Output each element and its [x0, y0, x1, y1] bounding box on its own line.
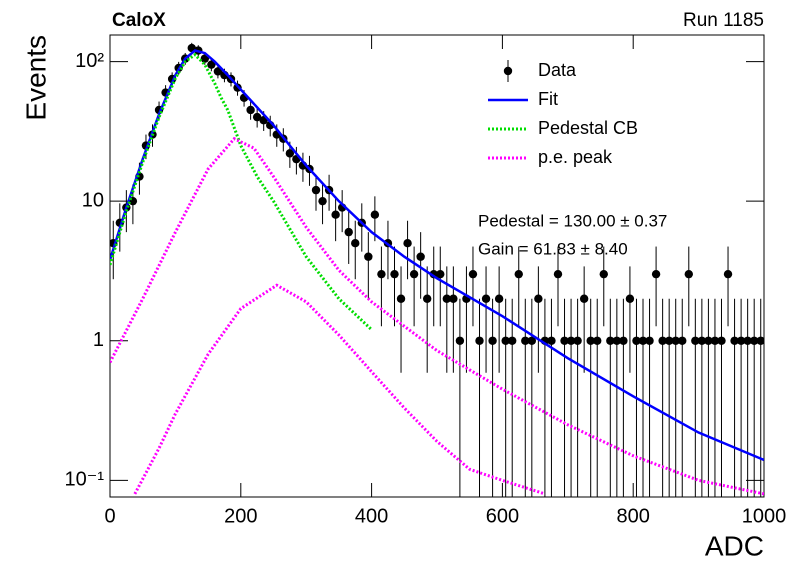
x-tick-label: 200 [224, 505, 257, 527]
data-point [534, 294, 543, 303]
data-point [318, 196, 327, 206]
data-point [364, 252, 373, 261]
annotation: Pedestal = 130.00 ± 0.37 [478, 211, 667, 230]
data-point [566, 336, 576, 345]
data-point [749, 336, 759, 345]
data-point [743, 336, 752, 345]
data-point [619, 336, 628, 345]
data-point [390, 269, 399, 279]
data-point [645, 336, 654, 345]
data-point [442, 294, 452, 303]
data-point [481, 294, 491, 303]
legend-swatch [503, 66, 513, 76]
plot-area [110, 42, 764, 497]
data-point [370, 210, 380, 219]
x-tick-label: 600 [486, 505, 519, 527]
data-point [521, 336, 530, 345]
data-point [252, 112, 262, 122]
legend-label: Fit [538, 89, 558, 109]
y-axis-label: Events [20, 35, 51, 121]
data-point [560, 336, 569, 345]
fit-curve [110, 52, 373, 331]
data-point [691, 336, 700, 345]
data-point [403, 238, 412, 248]
data-point [351, 238, 360, 248]
data-point [527, 336, 537, 345]
data-point [396, 294, 406, 303]
data-point [730, 336, 739, 345]
data-point [756, 336, 764, 345]
chart-title: CaloX [112, 10, 166, 31]
x-tick-label: 400 [355, 505, 388, 527]
data-point [704, 336, 713, 345]
data-point [449, 294, 458, 303]
data-point [246, 105, 255, 115]
y-tick-label: 10 [82, 189, 104, 211]
data-point [494, 294, 504, 303]
data-point [658, 336, 667, 345]
data-point [436, 269, 445, 279]
y-tick-label: 1 [93, 329, 104, 351]
data-point [671, 336, 680, 345]
data-point [586, 336, 595, 345]
data-point [632, 336, 641, 345]
data-point [311, 185, 321, 195]
data-point [468, 269, 478, 279]
legend-label: Data [538, 60, 577, 80]
data-point [678, 336, 687, 345]
data-point [501, 336, 510, 345]
x-tick-label: 0 [104, 505, 115, 527]
data-point [736, 336, 746, 345]
x-tick-label: 800 [617, 505, 650, 527]
data-point [606, 336, 615, 345]
data-point [207, 60, 216, 69]
data-point [593, 336, 602, 345]
data-point [664, 336, 674, 345]
data-point [488, 336, 497, 345]
data-point [344, 227, 353, 237]
data-point [455, 336, 465, 345]
y-tick-label: 10² [75, 50, 104, 72]
data-point [422, 294, 432, 303]
data-point [710, 336, 720, 345]
data-point [697, 336, 707, 345]
data-point [409, 269, 419, 279]
data-point [625, 294, 635, 303]
fit-curve [133, 283, 546, 496]
legend-label: p.e. peak [538, 147, 613, 167]
data-point [717, 336, 726, 345]
annotation: Gain = 61.83 ± 8.40 [478, 239, 628, 258]
data-point [285, 149, 295, 158]
data-point [684, 269, 693, 279]
data-point [723, 269, 733, 279]
x-axis-label: ADC [705, 530, 764, 561]
data-point [377, 269, 386, 279]
x-tick-label: 1000 [742, 505, 787, 527]
y-tick-label: 10⁻¹ [65, 469, 105, 491]
data-point [475, 336, 484, 345]
plot-frame [109, 34, 765, 498]
data-point [612, 336, 622, 345]
data-point [651, 269, 661, 279]
data-point [638, 336, 648, 345]
legend-label: Pedestal CB [538, 118, 638, 138]
fit-curve [110, 136, 764, 496]
data-point [599, 269, 608, 279]
data-point [547, 336, 556, 345]
data-point [331, 210, 340, 219]
data-point [573, 336, 582, 345]
data-point [508, 336, 517, 345]
data-point [579, 294, 589, 303]
data-point [514, 269, 523, 279]
chart-subtitle: Run 1185 [683, 10, 764, 31]
data-point [213, 67, 223, 76]
data-point [553, 269, 563, 279]
data-point [416, 252, 425, 261]
